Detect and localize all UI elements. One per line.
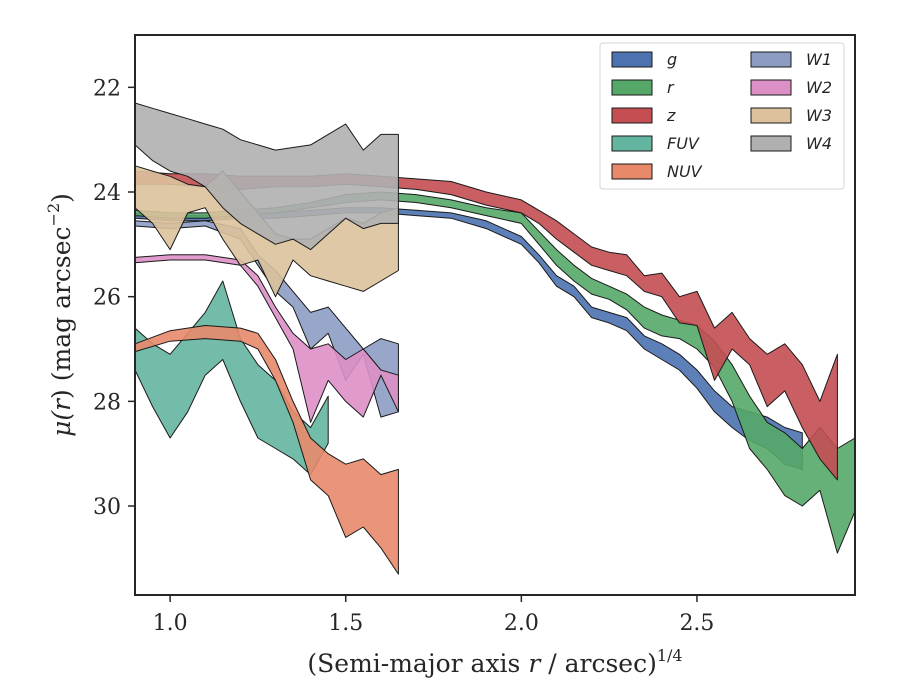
y-tick-label: 24 bbox=[93, 181, 121, 206]
legend-label-z: z bbox=[666, 106, 676, 125]
series-bands bbox=[134, 102, 856, 575]
legend-swatch-w4 bbox=[750, 135, 792, 152]
y-axis-label: μ(r) (mag arcsec−2) bbox=[44, 193, 76, 437]
y-tick-label: 28 bbox=[93, 390, 121, 415]
band-w4 bbox=[134, 102, 399, 251]
band-nuv bbox=[134, 325, 399, 575]
legend-swatch-z bbox=[611, 107, 653, 124]
y-tick-label: 30 bbox=[93, 495, 121, 520]
x-axis-label: (Semi-major axis r / arcsec)1/4 bbox=[307, 646, 682, 678]
legend-swatch-g bbox=[611, 51, 653, 68]
band-fuv bbox=[134, 280, 329, 476]
x-tick-label: 1.0 bbox=[153, 611, 188, 636]
band-z bbox=[134, 170, 838, 481]
x-tick-label: 1.5 bbox=[328, 611, 363, 636]
x-axis-ticks: 1.0 1.5 2.0 2.5 bbox=[153, 595, 714, 636]
y-axis-ticks: 22 24 26 28 30 bbox=[93, 76, 135, 520]
y-tick-label: 26 bbox=[93, 286, 121, 311]
legend-label-nuv: NUV bbox=[667, 162, 703, 181]
legend-swatch-fuv bbox=[611, 135, 653, 152]
legend-swatch-w2 bbox=[750, 79, 792, 96]
x-tick-label: 2.0 bbox=[504, 611, 539, 636]
y-tick-label: 22 bbox=[93, 76, 121, 101]
legend-label-fuv: FUV bbox=[667, 134, 700, 153]
legend-swatch-w1 bbox=[750, 51, 792, 68]
band-w2 bbox=[134, 254, 399, 423]
legend-label-r: r bbox=[667, 78, 675, 97]
legend-swatch-w3 bbox=[750, 107, 792, 124]
legend-swatch-r bbox=[611, 79, 653, 96]
legend-label-w2: W2 bbox=[806, 78, 832, 97]
legend: grz FUV NUV W1 W2 W3 W4 bbox=[599, 42, 845, 190]
x-tick-label: 2.5 bbox=[679, 611, 714, 636]
legend-label-g: g bbox=[667, 50, 677, 69]
legend-label-w3: W3 bbox=[806, 106, 832, 125]
legend-swatch-nuv bbox=[611, 163, 653, 180]
plot-frame bbox=[134, 34, 856, 596]
legend-label-w4: W4 bbox=[806, 134, 832, 153]
legend-label-w1: W1 bbox=[806, 50, 832, 69]
